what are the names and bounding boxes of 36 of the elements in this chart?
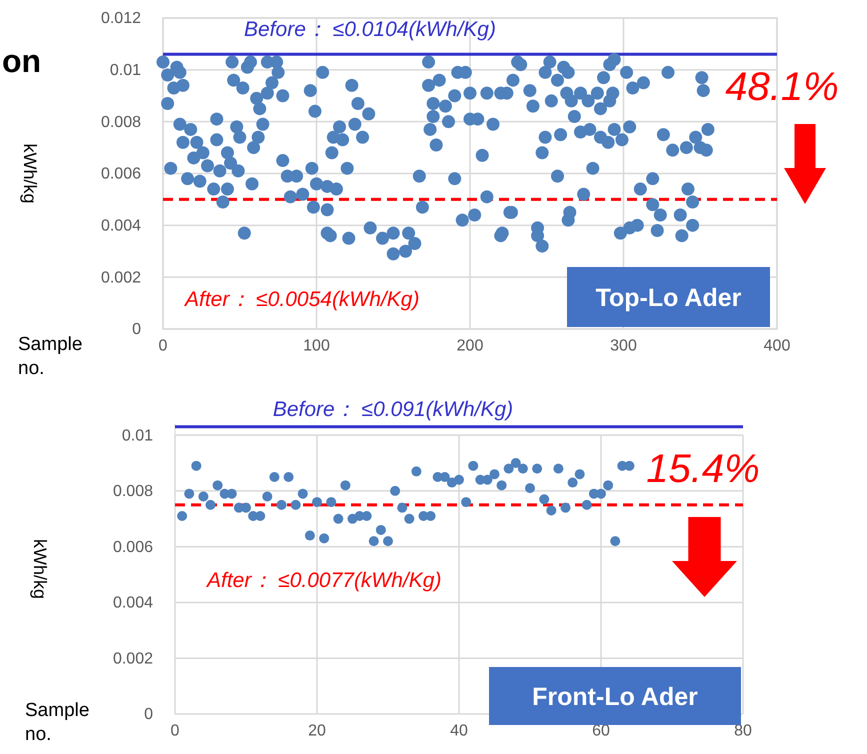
y-tick-label: 0.004	[100, 217, 142, 234]
x-tick-label: 40	[450, 722, 468, 740]
y-axis-title: kWh/kg	[30, 538, 50, 600]
y-tick-label: 0.008	[100, 114, 142, 131]
annotation: 48.1%	[725, 65, 839, 109]
y-axis-title: kWh/kg	[20, 143, 40, 204]
x-tick-label: 60	[592, 722, 610, 740]
x-tick-label: 300	[610, 337, 637, 354]
x-tick-label: 0	[170, 722, 180, 740]
ref-line-label: Before： ≤0.0104(kWh/Kg)	[244, 18, 496, 41]
annotation: Top-Lo Ader	[596, 284, 742, 312]
y-tick-label: 0.002	[100, 269, 142, 286]
x-tick-label: 200	[456, 337, 484, 354]
y-tick-label: 0.002	[112, 650, 154, 668]
annotation: Front-Lo Ader	[532, 683, 698, 711]
y-tick-label: 0	[144, 706, 154, 724]
y-tick-label: 0.006	[112, 538, 154, 556]
ref-line-label: After： ≤0.0054(kWh/Kg)	[183, 288, 420, 311]
x-axis-title: Sample no.	[25, 700, 90, 745]
y-tick-label: 0.01	[110, 62, 142, 79]
ref-line-label: Before： ≤0.091(kWh/Kg)	[272, 398, 514, 421]
x-tick-label: 400	[764, 337, 790, 354]
x-axis-title: Sample no.	[18, 334, 82, 379]
x-tick-label: 80	[734, 722, 752, 740]
text: on	[2, 43, 42, 79]
x-tick-label: 100	[303, 337, 330, 354]
y-tick-label: 0.01	[122, 427, 154, 444]
y-tick-label: 0.012	[100, 10, 142, 28]
ref-line-label: After： ≤0.0077(kWh/Kg)	[205, 569, 442, 592]
annotation: 15.4%	[646, 447, 760, 491]
x-tick-label: 0	[158, 337, 168, 354]
y-tick-label: 0.004	[112, 594, 154, 612]
y-tick-label: 0.008	[112, 483, 154, 500]
y-tick-label: 0.006	[100, 166, 142, 183]
x-tick-label: 20	[308, 722, 326, 740]
y-tick-label: 0	[132, 321, 142, 338]
